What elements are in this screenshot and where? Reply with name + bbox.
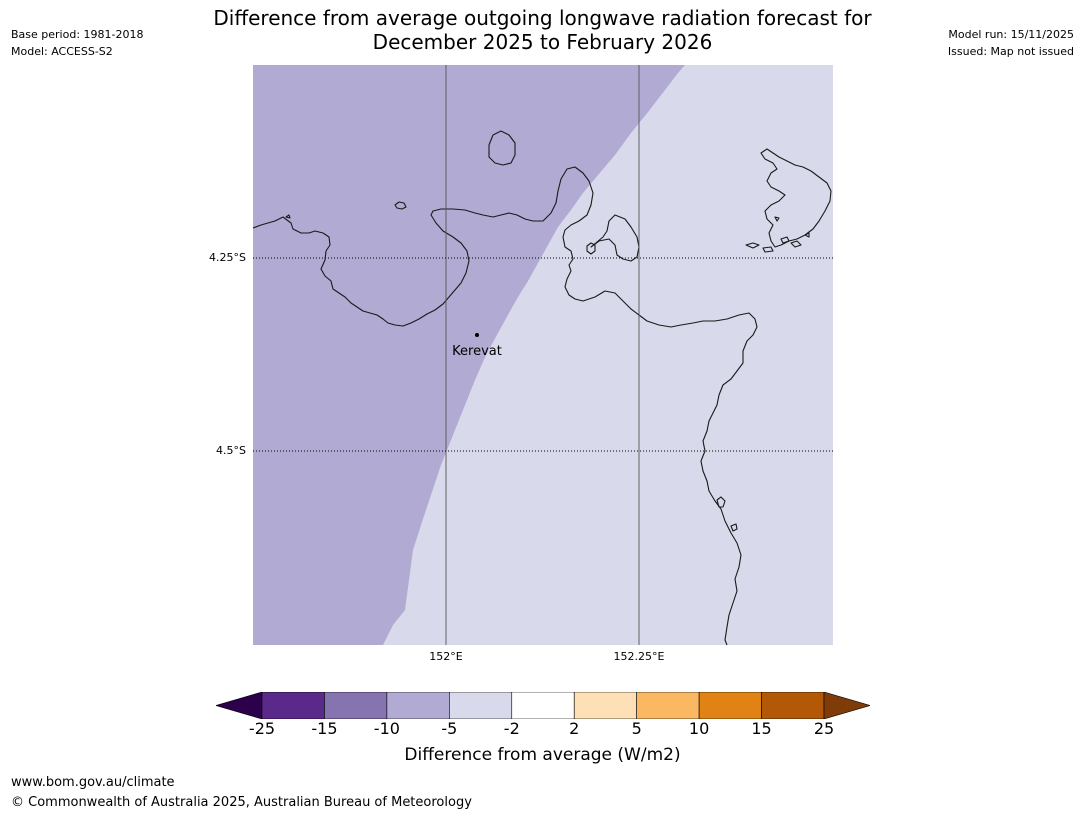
colorbar-bin-5 (573, 692, 637, 719)
zone-minus-10-to-minus-5 (253, 65, 685, 645)
graticule (253, 65, 833, 645)
lat-label-4-5s: 4.5°S (216, 444, 246, 457)
colorbar-tick-label: 5 (631, 719, 642, 738)
colorbar-bin-7 (698, 692, 762, 719)
base-period-text: Base period: 1981-2018 (11, 28, 144, 41)
title-line-1: Difference from average outgoing longwav… (213, 6, 872, 30)
colorbar (216, 692, 870, 719)
colorbar-tick-label: -25 (248, 719, 276, 738)
lon-label-152e: 152°E (429, 650, 463, 663)
kerevat-label: Kerevat (452, 344, 502, 359)
model-run-text: Model run: 15/11/2025 (948, 28, 1074, 41)
colorbar-tick-label: 25 (813, 719, 835, 738)
map-title: Difference from average outgoing longwav… (0, 6, 1085, 54)
footer-url[interactable]: www.bom.gov.au/climate (11, 775, 175, 790)
lat-label-4-25s: 4.25°S (209, 251, 246, 264)
colorbar-bin-3 (449, 692, 513, 719)
title-line-2: December 2025 to February 2026 (372, 30, 713, 54)
model-text: Model: ACCESS-S2 (11, 45, 113, 58)
colorbar-tick-label: -5 (441, 719, 458, 738)
colorbar-tick-label: 15 (751, 719, 772, 738)
colorbar-label: Difference from average (W/m2) (404, 745, 681, 765)
kerevat-marker (475, 333, 479, 337)
meta-right: Model run: 15/11/2025 Issued: Map not is… (948, 26, 1074, 60)
colorbar-over-arrow (823, 692, 870, 719)
colorbar-bin-1 (324, 692, 388, 719)
colorbar-tick-label: -2 (503, 719, 520, 738)
colorbar-tick-label: -15 (311, 719, 338, 738)
colorbar-bin-2 (386, 692, 450, 719)
meta-left: Base period: 1981-2018 Model: ACCESS-S2 (11, 26, 143, 60)
coastline (252, 130, 832, 646)
issued-text: Issued: Map not issued (947, 45, 1074, 58)
colorbar-tick-label: 10 (688, 719, 710, 738)
lon-label-152-25e: 152.25°E (613, 650, 665, 663)
colorbar-bin-4 (511, 692, 575, 719)
colorbar-tick-label: -10 (373, 719, 400, 738)
footer-copyright: © Commonwealth of Australia 2025, Austra… (11, 795, 472, 810)
map-area: Kerevat (252, 65, 833, 646)
colorbar-tick-label: 2 (569, 719, 580, 738)
colorbar-bin-6 (636, 692, 700, 719)
colorbar-under-arrow (216, 692, 263, 719)
colorbar-bin-0 (261, 692, 325, 719)
colorbar-bin-8 (761, 692, 825, 719)
